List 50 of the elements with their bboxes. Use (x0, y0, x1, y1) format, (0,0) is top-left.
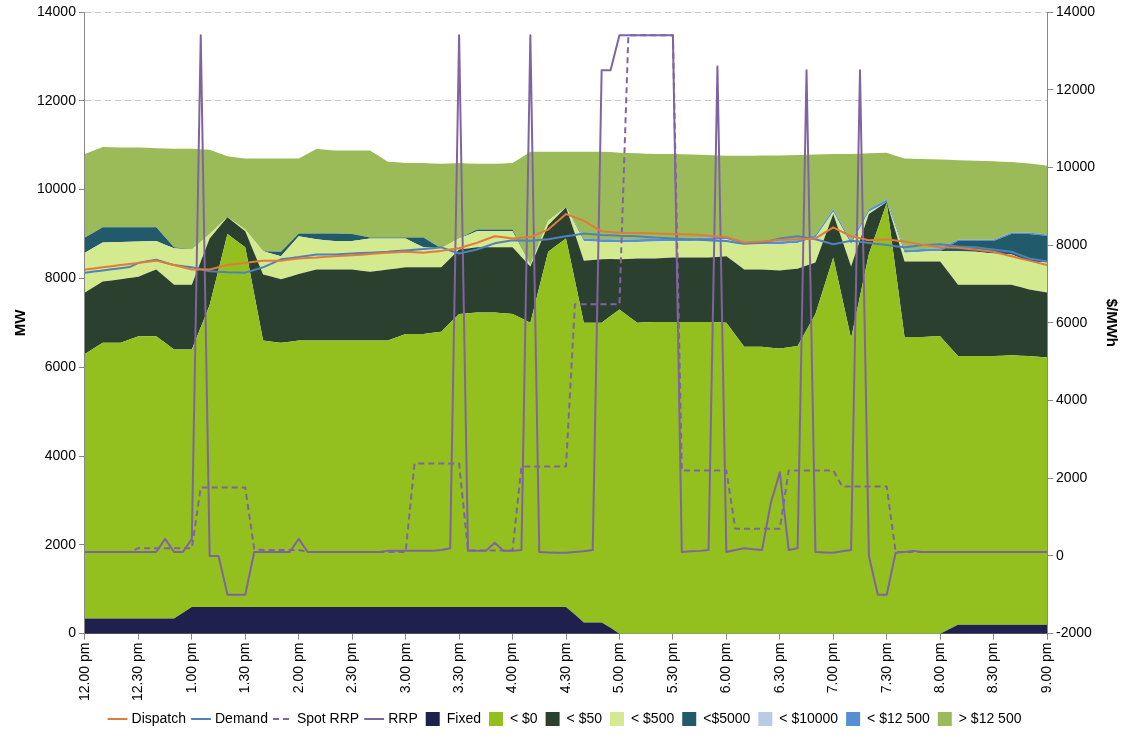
x-tick-label: 2.30 pm (343, 642, 360, 694)
y-tick-label: 0 (68, 624, 77, 641)
y2-tick-label: 10000 (1056, 158, 1096, 175)
x-tick-label: 6.00 pm (717, 642, 734, 694)
x-tick-label: 4.30 pm (556, 642, 573, 694)
x-tick-label: 7.30 pm (877, 642, 894, 694)
x-tick-label: 1.00 pm (182, 642, 199, 694)
y2-tick-label: 12000 (1056, 80, 1096, 97)
legend-label: <$5000 (703, 709, 751, 726)
y-tick-label: 2000 (44, 535, 77, 552)
legend-label: < $10000 (779, 709, 839, 726)
x-tick-label: 7.00 pm (824, 642, 841, 694)
legend-label: RRP (388, 709, 418, 726)
y-axis-title: MW (11, 308, 29, 337)
x-tick-label: 5.00 pm (610, 642, 627, 694)
x-tick-label: 12.00 pm (75, 642, 92, 701)
y-tick-label: 8000 (44, 269, 77, 286)
y-tick-label: 4000 (44, 446, 77, 463)
x-tick-label: 4.00 pm (503, 642, 520, 694)
y2-tick-label: 8000 (1056, 235, 1088, 252)
x-tick-label: 5.30 pm (663, 642, 680, 694)
legend-label: Fixed (446, 709, 481, 726)
legend-label: Demand (215, 709, 268, 726)
legend-label: Dispatch (131, 709, 186, 726)
legend-label: Spot RRP (296, 709, 360, 726)
y2-axis-title: $/MWh (1103, 298, 1121, 347)
x-tick-label: 8.00 pm (931, 642, 948, 694)
x-tick-label: 6.30 pm (770, 642, 787, 694)
legend-label: < $500 (631, 709, 675, 726)
y2-tick-label: -2000 (1056, 624, 1093, 641)
y2-tick-label: 6000 (1056, 313, 1088, 330)
legend-label: < $12 500 (867, 709, 931, 726)
x-tick-label: 1.30 pm (236, 642, 253, 694)
x-tick-label: 2.00 pm (289, 642, 306, 694)
x-tick-label: 8.30 pm (984, 642, 1001, 694)
x-tick-label: 12.30 pm (129, 642, 146, 701)
y-tick-label: 14000 (36, 2, 77, 19)
x-tick-label: 3.30 pm (449, 642, 466, 694)
y-tick-label: 6000 (44, 358, 77, 375)
x-tick-label: 9.00 pm (1037, 642, 1054, 694)
y-tick-label: 12000 (36, 91, 77, 108)
y2-tick-label: 4000 (1056, 391, 1088, 408)
y2-tick-label: 0 (1056, 546, 1065, 563)
legend-label: < $50 (566, 709, 603, 726)
y-tick-label: 10000 (36, 180, 77, 197)
legend-label: > $12 500 (958, 709, 1022, 726)
y2-tick-label: 14000 (1056, 2, 1096, 19)
legend-label: < $0 (509, 709, 538, 726)
y2-tick-label: 2000 (1056, 469, 1088, 486)
x-tick-label: 3.00 pm (396, 642, 413, 694)
